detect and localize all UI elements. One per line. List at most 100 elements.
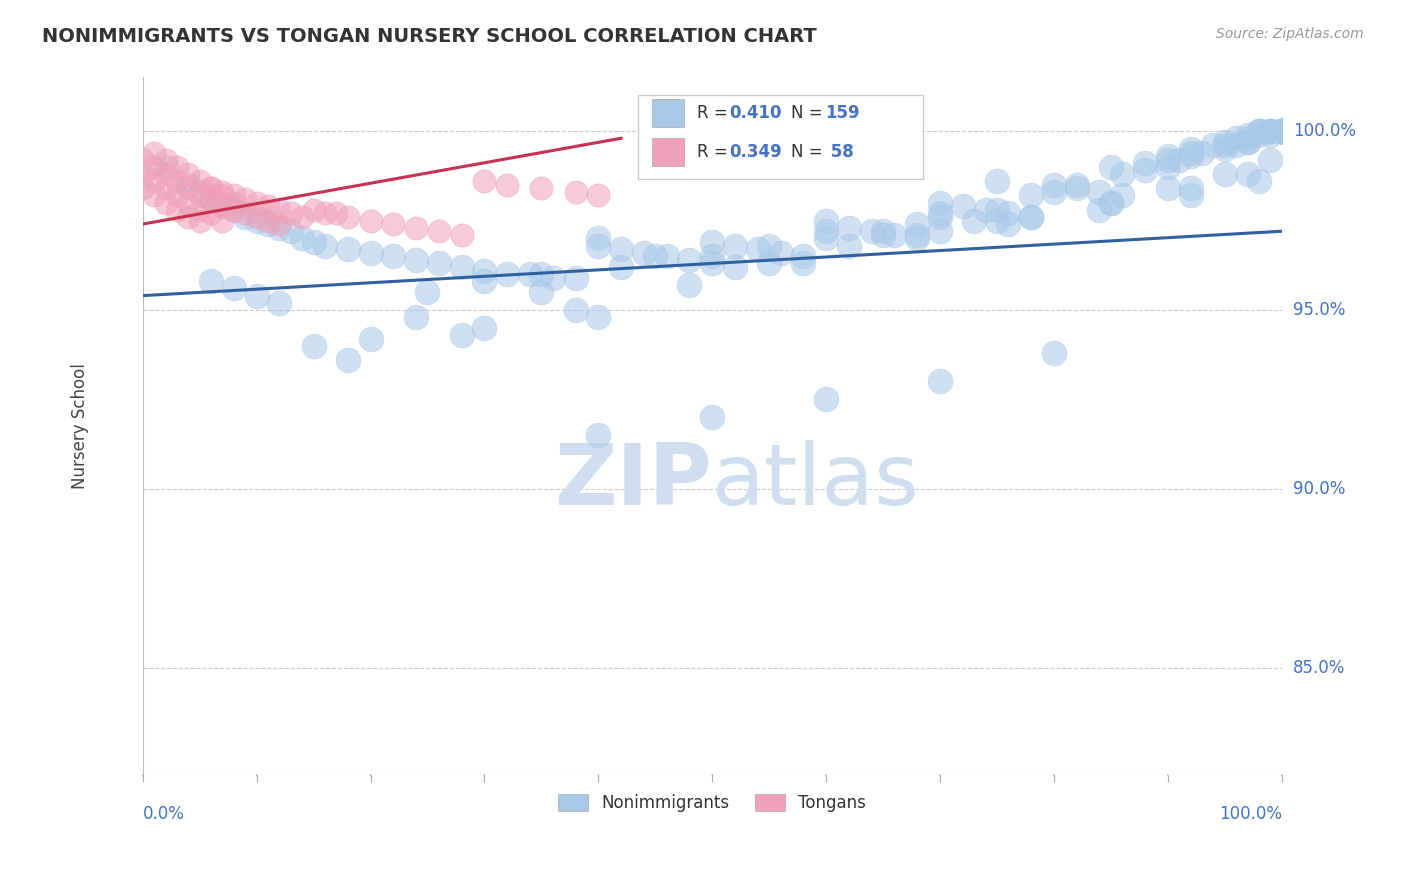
Point: [588, 310, 610, 324]
Point: [724, 238, 747, 252]
Point: [269, 220, 291, 235]
Point: [860, 224, 883, 238]
Point: [314, 238, 336, 252]
Point: [1271, 124, 1294, 138]
Point: [1157, 160, 1180, 174]
Point: [758, 238, 780, 252]
Point: [416, 285, 439, 299]
Point: [702, 249, 724, 263]
Point: [883, 227, 905, 242]
Text: 95.0%: 95.0%: [1294, 301, 1346, 319]
Point: [1133, 163, 1156, 178]
Text: ZIP: ZIP: [554, 441, 713, 524]
Point: [815, 392, 838, 407]
Point: [1271, 124, 1294, 138]
Text: 100.0%: 100.0%: [1219, 805, 1282, 823]
Point: [564, 302, 586, 317]
Point: [1271, 124, 1294, 138]
Point: [929, 195, 952, 210]
Point: [1271, 124, 1294, 138]
Point: [246, 195, 269, 210]
Point: [450, 260, 472, 274]
Point: [382, 249, 405, 263]
Text: 85.0%: 85.0%: [1294, 658, 1346, 677]
Point: [986, 213, 1008, 227]
Point: [405, 310, 427, 324]
Point: [997, 206, 1019, 220]
Point: [1271, 124, 1294, 138]
Point: [360, 332, 382, 346]
Text: R =: R =: [697, 143, 734, 161]
Point: [336, 242, 359, 256]
Point: [838, 238, 860, 252]
Legend: Nonimmigrants, Tongans: Nonimmigrants, Tongans: [551, 788, 873, 819]
Point: [530, 267, 553, 281]
Text: 90.0%: 90.0%: [1294, 480, 1346, 498]
Point: [815, 231, 838, 245]
Point: [702, 256, 724, 270]
Point: [905, 231, 928, 245]
Point: [280, 224, 302, 238]
Point: [974, 202, 997, 217]
Point: [155, 153, 177, 167]
Point: [132, 167, 155, 181]
Point: [678, 277, 700, 292]
Text: N =: N =: [790, 143, 828, 161]
Point: [702, 235, 724, 249]
Point: [222, 202, 245, 217]
Point: [143, 188, 166, 202]
Point: [986, 174, 1008, 188]
Point: [302, 202, 325, 217]
Point: [233, 192, 256, 206]
Point: [1133, 156, 1156, 170]
Point: [519, 267, 541, 281]
Point: [269, 295, 291, 310]
Text: 0.0%: 0.0%: [143, 805, 184, 823]
Text: 0.349: 0.349: [730, 143, 782, 161]
Text: 58: 58: [825, 143, 853, 161]
Point: [678, 252, 700, 267]
Point: [747, 242, 769, 256]
Point: [1271, 124, 1294, 138]
Point: [143, 145, 166, 160]
Point: [997, 217, 1019, 231]
FancyBboxPatch shape: [638, 95, 922, 178]
Point: [450, 227, 472, 242]
Point: [1111, 188, 1133, 202]
Point: [132, 181, 155, 195]
Text: atlas: atlas: [713, 441, 921, 524]
Point: [588, 428, 610, 442]
Point: [155, 181, 177, 195]
Point: [302, 235, 325, 249]
Point: [588, 238, 610, 252]
Point: [246, 213, 269, 227]
Point: [610, 260, 633, 274]
Point: [1271, 124, 1294, 138]
Point: [188, 188, 211, 202]
Point: [474, 274, 496, 288]
Point: [336, 210, 359, 224]
Point: [1271, 124, 1294, 138]
Point: [1271, 124, 1294, 138]
Point: [143, 160, 166, 174]
Point: [1157, 181, 1180, 195]
Point: [427, 256, 450, 270]
Point: [177, 167, 200, 181]
Point: [1043, 185, 1066, 199]
Point: [758, 256, 780, 270]
Point: [530, 181, 553, 195]
Text: 159: 159: [825, 103, 859, 121]
Point: [872, 224, 894, 238]
Point: [1213, 138, 1236, 153]
Text: 0.410: 0.410: [730, 103, 782, 121]
Point: [1271, 124, 1294, 138]
Point: [269, 202, 291, 217]
Point: [1180, 145, 1202, 160]
Point: [474, 321, 496, 335]
Point: [1271, 124, 1294, 138]
Point: [1271, 124, 1294, 138]
Point: [280, 206, 302, 220]
Point: [1247, 128, 1270, 142]
Point: [1019, 188, 1042, 202]
Point: [1260, 124, 1282, 138]
